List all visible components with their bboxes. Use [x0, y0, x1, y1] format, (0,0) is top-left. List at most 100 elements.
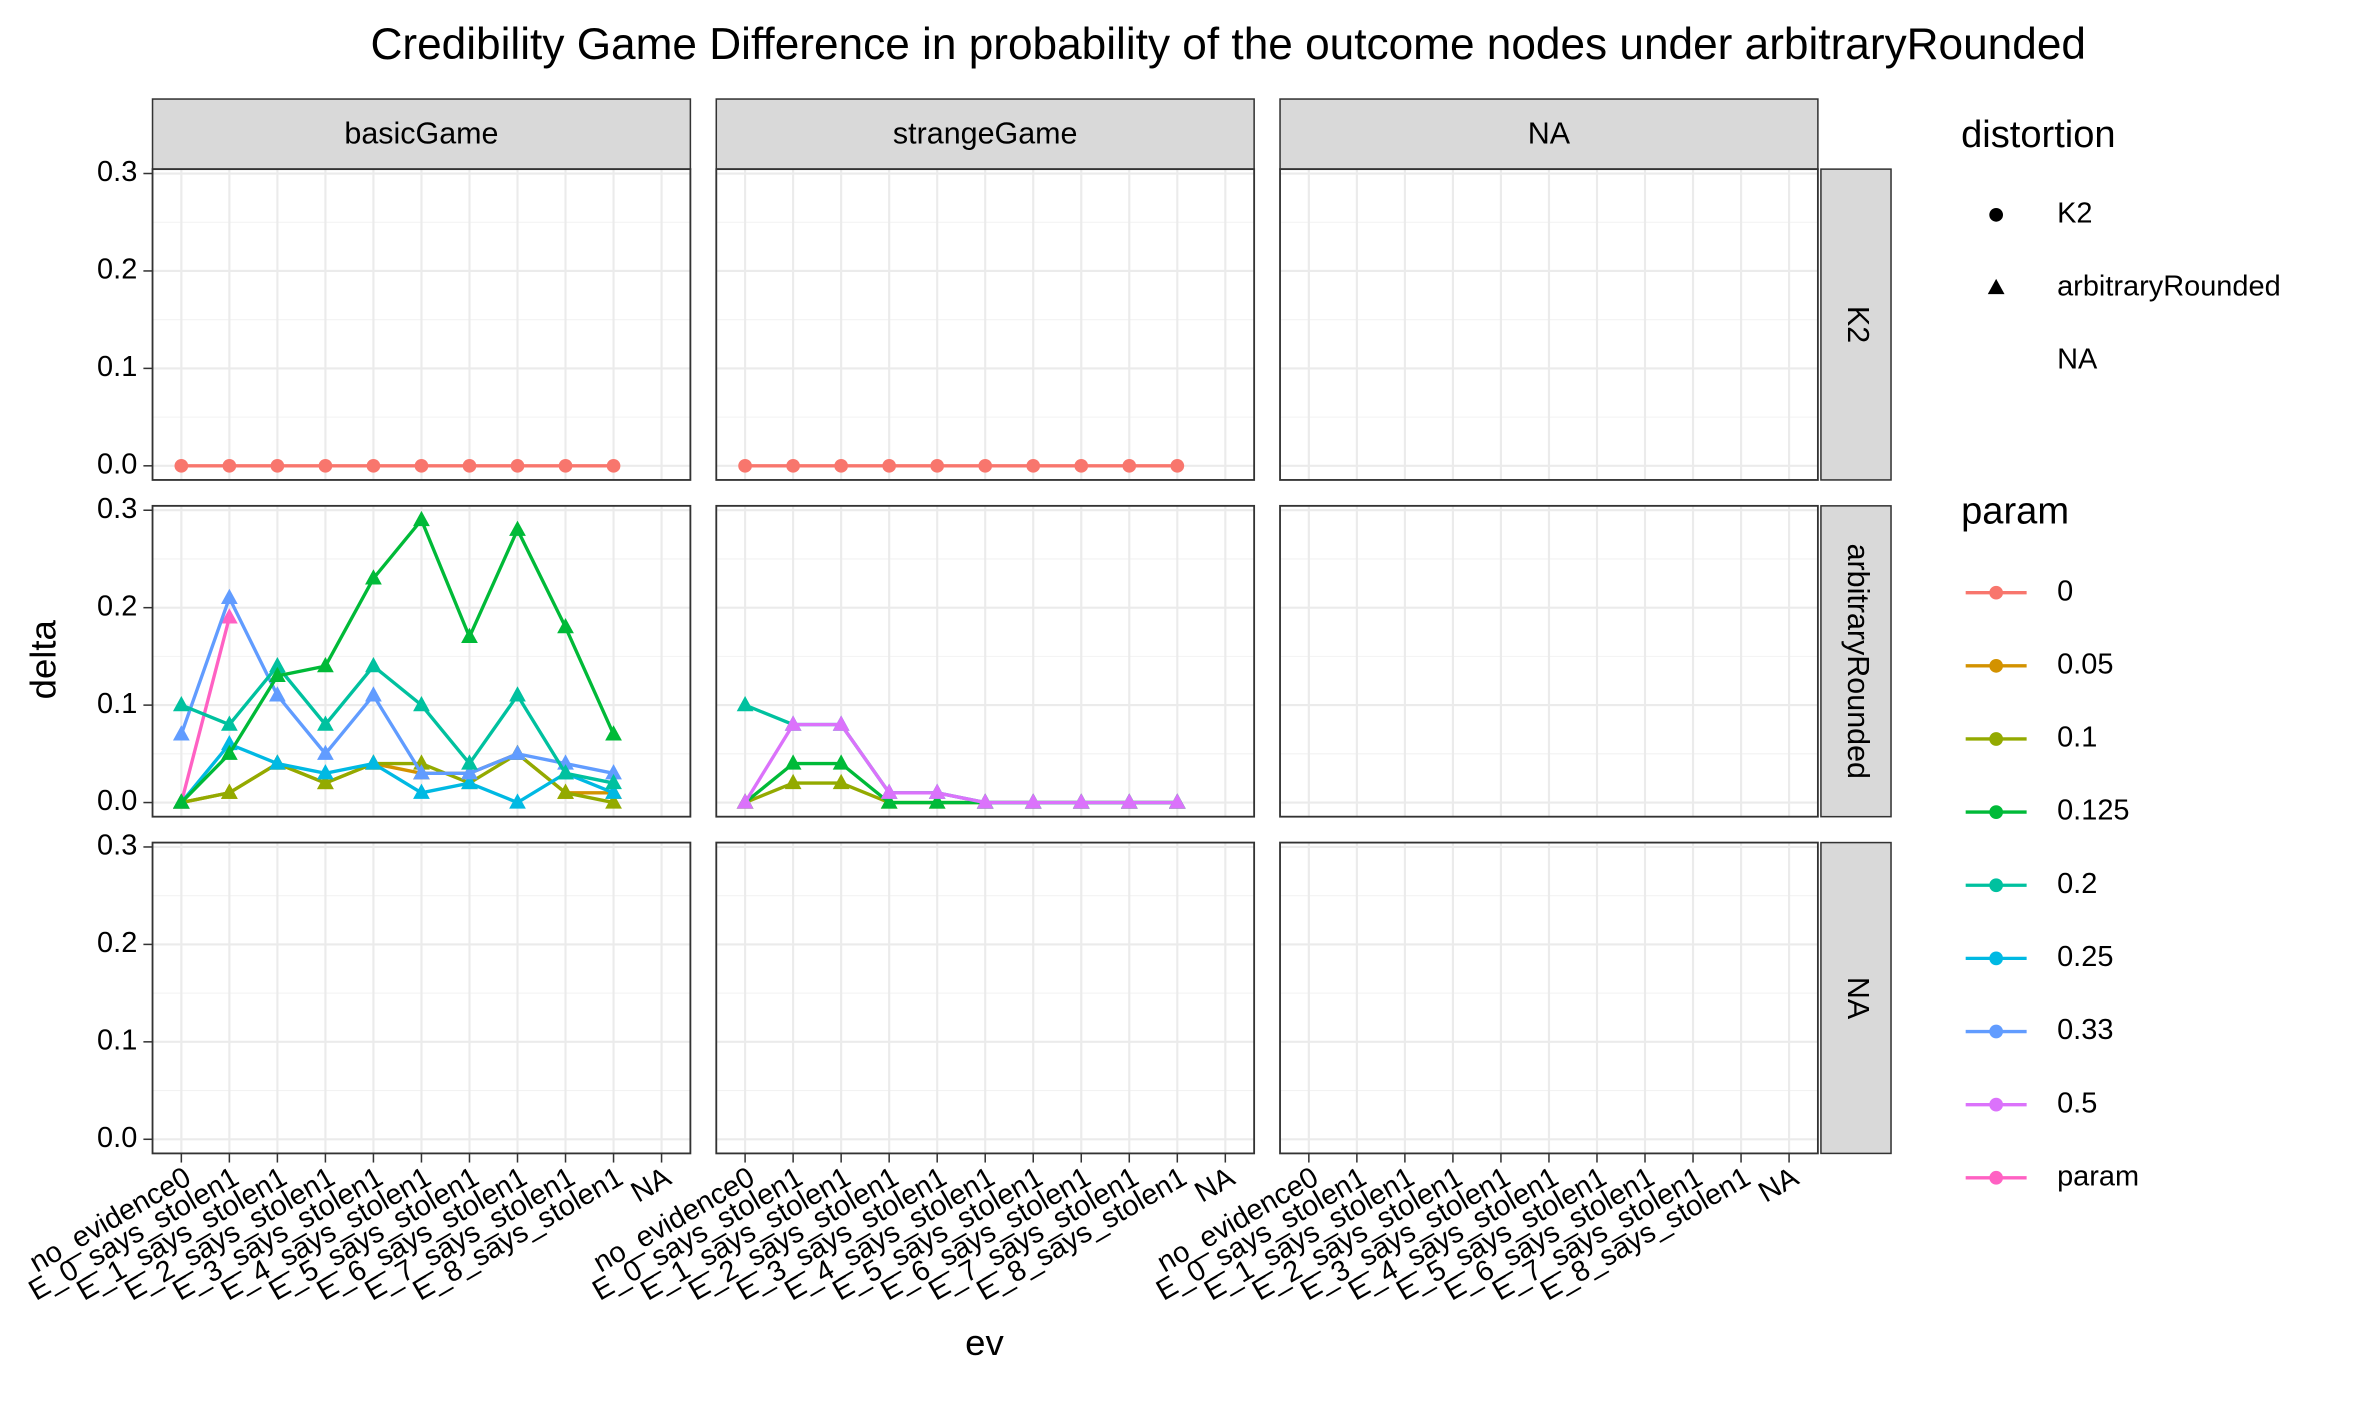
legend-label: 0.1: [2057, 722, 2097, 754]
point: [317, 715, 334, 731]
y-tick-label: 0.0: [97, 1122, 137, 1154]
point: [784, 773, 802, 790]
panel-border: [151, 504, 692, 818]
point: [1024, 793, 1042, 809]
series-line: [179, 593, 614, 775]
point: [880, 793, 898, 809]
point: [365, 686, 382, 702]
point: [317, 744, 334, 760]
point: [461, 773, 478, 790]
point: [1122, 458, 1137, 473]
point: [606, 458, 621, 473]
legend-label: 0.2: [2057, 868, 2097, 900]
point: [222, 458, 237, 473]
strip-label: basicGame: [344, 117, 498, 151]
point: [461, 754, 478, 770]
point: [509, 793, 526, 809]
point: [880, 783, 898, 799]
point: [220, 744, 238, 760]
panel-border: [151, 168, 692, 481]
point: [738, 458, 752, 473]
point: [557, 618, 574, 634]
point: [510, 458, 525, 473]
strip: [715, 98, 1255, 170]
legend-key: [1989, 585, 2004, 600]
panel-border: [715, 168, 1256, 481]
y-tick-label: 0.0: [97, 448, 137, 480]
strip: [1820, 505, 1892, 818]
point: [172, 793, 190, 809]
point: [509, 520, 526, 536]
point: [220, 783, 238, 799]
point: [605, 764, 622, 780]
point: [317, 764, 334, 780]
legend-key: [1989, 1024, 2004, 1039]
panel-border: [151, 841, 692, 1155]
point: [784, 715, 802, 731]
point: [784, 754, 802, 770]
series-line: [179, 616, 231, 803]
point: [413, 783, 430, 799]
legend-key: [1989, 951, 2004, 966]
legend-label: 0.125: [2057, 795, 2129, 827]
legend-label: 0.33: [2057, 1014, 2113, 1046]
point: [365, 754, 382, 770]
strip: [1279, 98, 1819, 170]
point: [220, 588, 238, 605]
point: [557, 783, 574, 799]
point: [605, 773, 622, 790]
legend-label: param: [2057, 1160, 2139, 1192]
point: [1026, 458, 1041, 473]
panel-border: [715, 504, 1256, 818]
point: [1074, 458, 1089, 473]
y-tick-label: 0.2: [97, 927, 137, 959]
point: [834, 458, 848, 473]
point: [509, 686, 526, 702]
point: [509, 744, 526, 760]
strip-label: NA: [1528, 117, 1571, 151]
y-tick-label: 0.3: [97, 830, 137, 862]
series-line: [180, 663, 614, 785]
point: [1987, 278, 2005, 295]
point: [413, 764, 430, 780]
strip-label: strangeGame: [893, 117, 1078, 151]
point: [832, 715, 850, 731]
point: [317, 773, 334, 790]
point: [558, 458, 573, 473]
point: [736, 793, 754, 809]
legend-title: param: [1961, 491, 2069, 533]
panel-border: [715, 841, 1256, 1155]
legend-label: 0: [2057, 575, 2073, 607]
panel-border: [1279, 168, 1819, 481]
point: [462, 458, 477, 473]
point: [174, 458, 189, 473]
point: [461, 764, 478, 780]
point: [269, 656, 286, 673]
legend-key: [1989, 805, 2004, 819]
point: [366, 458, 381, 473]
point: [220, 608, 238, 624]
panel-border: [1279, 841, 1819, 1155]
chart-title: Credibility Game Difference in probabili…: [370, 20, 2085, 69]
series-line: [180, 742, 615, 805]
legend-label: NA: [2057, 344, 2098, 376]
legend-label: arbitraryRounded: [2057, 271, 2281, 303]
point: [557, 764, 574, 780]
legend-key: [1989, 1170, 2004, 1185]
point: [413, 695, 430, 712]
point: [1989, 207, 2004, 222]
series-line: [181, 751, 614, 805]
legend-key: [1989, 658, 2004, 673]
legend-key: [1989, 1097, 2004, 1112]
point: [605, 793, 622, 809]
y-axis-label: delta: [23, 619, 64, 699]
panel-border: [1279, 504, 1819, 818]
point: [269, 686, 286, 702]
legend-label: 0.25: [2057, 941, 2113, 973]
point: [413, 510, 430, 527]
point: [1168, 793, 1186, 809]
point: [365, 569, 382, 585]
y-tick-label: 0.3: [97, 493, 137, 525]
